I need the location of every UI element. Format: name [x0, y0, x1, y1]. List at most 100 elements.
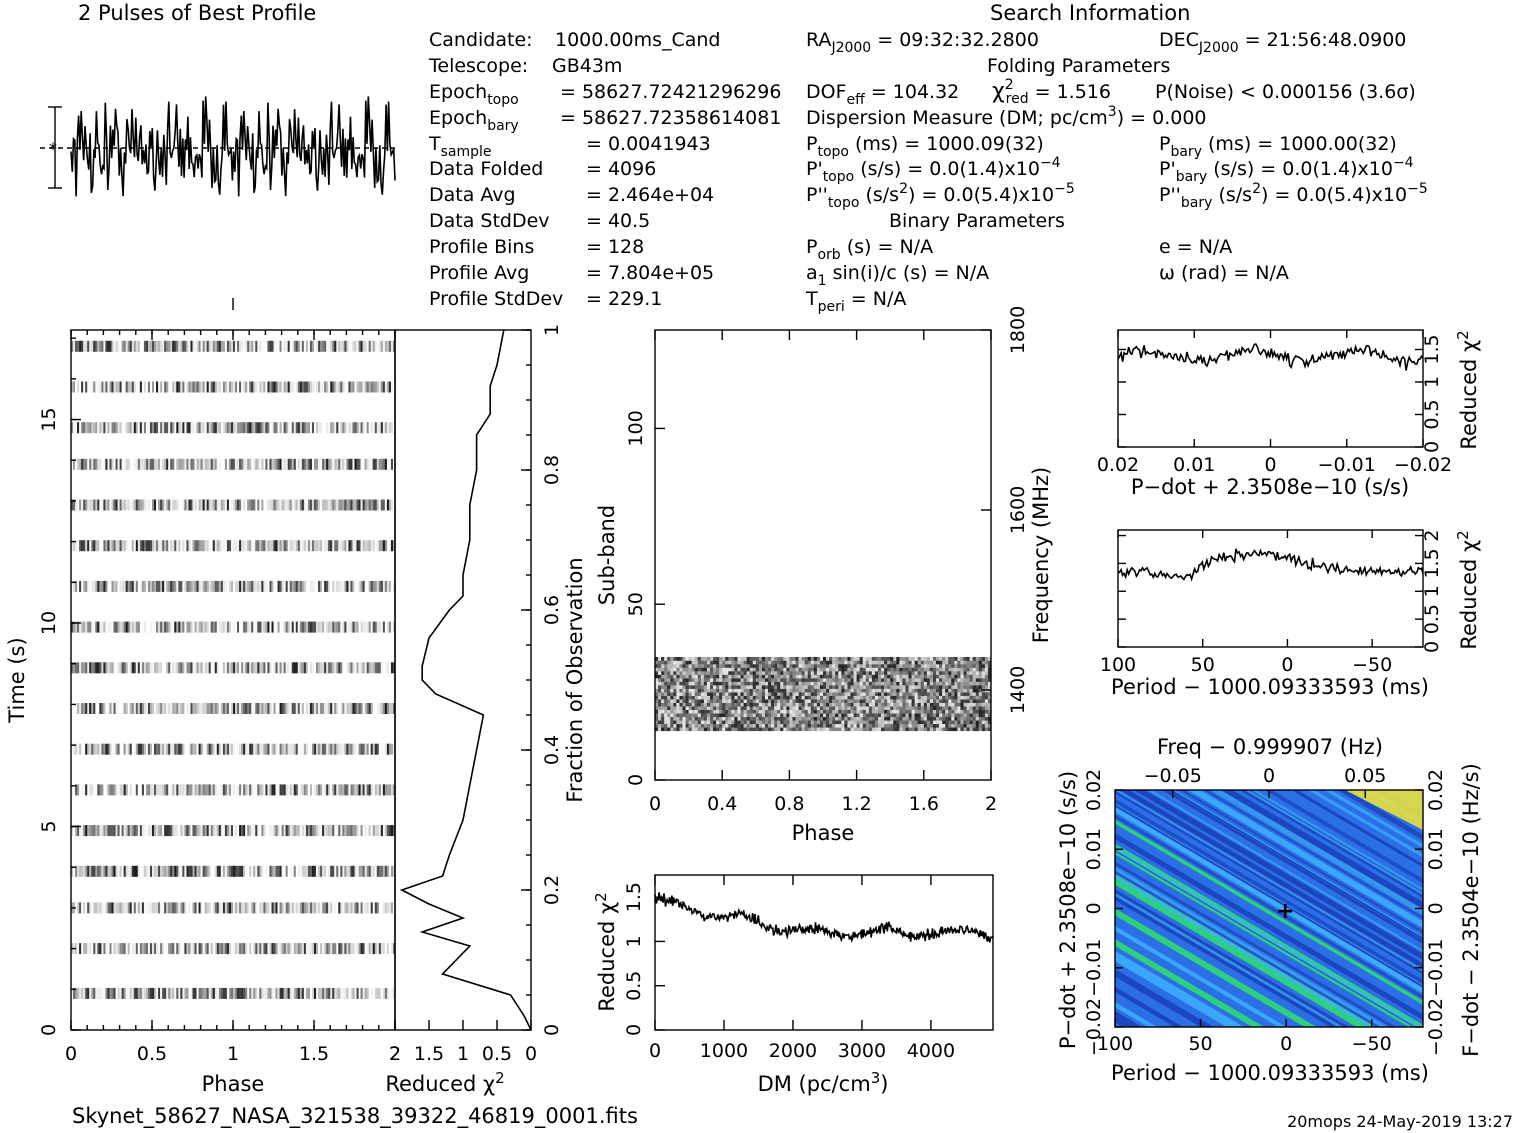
time-band-cell: [127, 987, 131, 999]
subband-cell: [887, 692, 891, 696]
time-band-cell: [247, 743, 250, 755]
subband-cell: [664, 692, 668, 696]
subband-cell: [896, 702, 900, 707]
time-band-cell: [269, 340, 272, 352]
time-band-cell: [172, 340, 175, 352]
subband-cell: [713, 723, 717, 728]
time-band-cell: [79, 458, 82, 470]
time-band-cell: [156, 458, 159, 470]
time-band-cell: [269, 458, 272, 470]
subband-cell: [682, 709, 686, 714]
subband-cell: [783, 688, 787, 693]
time-band-cell: [352, 943, 355, 955]
time-band-cell: [210, 825, 214, 837]
time-band-cell: [210, 662, 214, 674]
subband-cell: [877, 678, 882, 682]
subband-cell: [884, 716, 888, 721]
subband-cell: [816, 727, 821, 732]
time-band-cell: [226, 499, 230, 511]
subband-cell: [755, 685, 760, 689]
time-band-cell: [390, 943, 394, 955]
subband-cell: [688, 660, 692, 665]
time-band-cell: [101, 499, 104, 511]
subband-cell: [948, 692, 952, 696]
time-band-cell: [212, 987, 216, 999]
time-band-cell: [147, 381, 151, 393]
time-band-cell: [384, 381, 388, 393]
time-band-cell: [305, 458, 309, 470]
time-band-cell: [263, 943, 266, 955]
time-band-cell: [218, 340, 222, 352]
info-row: Epochtopo: [429, 81, 519, 108]
time-band-cell: [267, 703, 270, 714]
time-band-cell: [332, 540, 335, 552]
chi2-time-xtick: 0: [525, 1043, 537, 1065]
time-band-cell: [172, 987, 175, 999]
subband-cell: [844, 681, 848, 686]
time-band-cell: [279, 580, 282, 592]
time-band-cell: [291, 458, 295, 470]
time-band-cell: [214, 825, 218, 837]
subband-cell: [670, 692, 674, 696]
time-band-cell: [358, 902, 361, 914]
time-band-cell: [156, 540, 159, 552]
time-band-cell: [196, 743, 199, 755]
time-band-cell: [340, 540, 343, 552]
time-band-cell: [279, 458, 282, 470]
time-band-cell: [388, 743, 392, 755]
time-band-cell: [129, 825, 133, 837]
subband-cell: [728, 678, 732, 682]
time-band-cell: [214, 580, 218, 592]
subband-cell: [881, 716, 885, 721]
subband-cell: [777, 727, 781, 732]
subband-cell: [932, 685, 937, 689]
subband-cell: [960, 681, 964, 686]
subband-cell: [942, 678, 946, 682]
time-band-cell: [273, 943, 276, 955]
subband-cell: [706, 720, 711, 725]
subband-cell: [676, 727, 680, 732]
subband-cell: [838, 660, 842, 665]
time-band-cell: [311, 943, 315, 955]
subband-cell: [801, 706, 805, 710]
subband-cell: [835, 702, 839, 707]
time-band-cell: [115, 987, 118, 999]
time-band-cell: [352, 987, 355, 999]
time-band-cell: [176, 987, 179, 999]
subband-cell: [737, 678, 741, 682]
time-band-cell: [243, 662, 246, 674]
subband-cell: [832, 699, 836, 703]
subband-cell: [795, 667, 799, 672]
subband-cell: [804, 660, 809, 665]
time-band-cell: [147, 743, 151, 755]
subband-cell: [768, 723, 772, 728]
subband-cell: [942, 709, 946, 714]
time-band-cell: [192, 540, 195, 552]
subband-cell: [984, 685, 989, 689]
time-band-cell: [388, 621, 392, 633]
subband-cell: [969, 713, 973, 718]
time-band-cell: [392, 825, 395, 837]
time-band-cell: [101, 943, 104, 955]
time-band-cell: [216, 662, 220, 674]
subband-cell: [862, 688, 867, 693]
time-band-cell: [81, 580, 84, 592]
subband-cell: [920, 671, 925, 675]
subband-cell: [914, 660, 918, 665]
time-band-cell: [265, 621, 268, 633]
time-band-cell: [220, 987, 224, 999]
time-band-cell: [184, 580, 187, 592]
subband-cell: [984, 723, 989, 728]
time-band-cell: [145, 943, 149, 955]
time-band-cell: [168, 621, 171, 633]
time-band-cell: [117, 458, 120, 470]
subband-cell: [966, 727, 970, 732]
time-band-cell: [206, 621, 209, 633]
subband-cell: [923, 667, 928, 672]
time-band-cell: [344, 987, 347, 999]
subband-cell: [722, 706, 726, 710]
time-band-cell: [251, 621, 254, 633]
time-band-cell: [299, 458, 303, 470]
time-band-cell: [79, 703, 82, 714]
time-band-cell: [267, 943, 270, 955]
